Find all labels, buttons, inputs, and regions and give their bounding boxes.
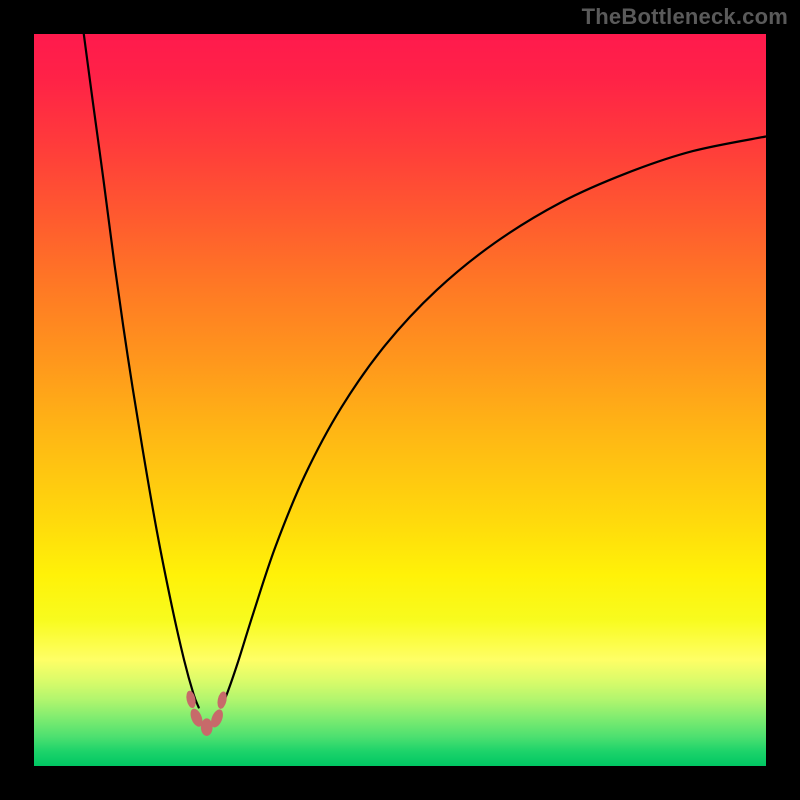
curve-left-branch (84, 34, 199, 707)
chart-container: TheBottleneck.com (0, 0, 800, 800)
watermark-text: TheBottleneck.com (582, 4, 788, 30)
vertex-marker (185, 690, 228, 736)
plot-area (34, 34, 766, 766)
curve-right-branch (221, 136, 766, 707)
bottleneck-curve (34, 34, 766, 766)
